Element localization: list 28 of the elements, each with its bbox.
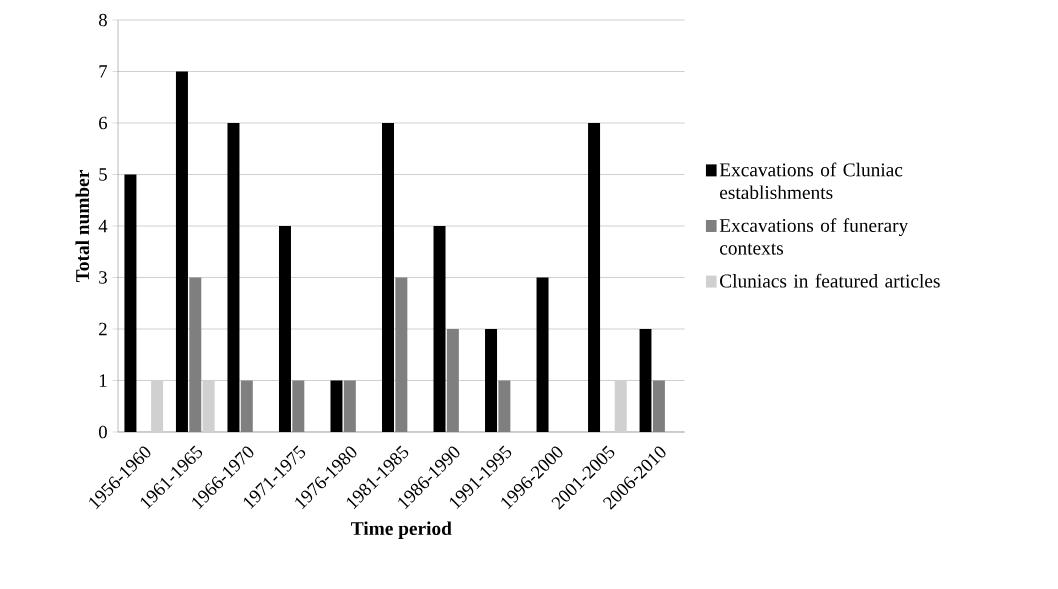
- bar: [382, 123, 394, 432]
- y-tick-label: 2: [99, 322, 107, 336]
- bar: [485, 328, 498, 432]
- y-tick-label: 0: [98, 425, 107, 439]
- legend-label: Cluniacs in featured articles: [720, 273, 940, 288]
- bar: [588, 123, 601, 432]
- y-tick-label: 1: [99, 374, 107, 387]
- legend-label: Excavations of funerary contexts: [719, 218, 909, 255]
- y-tick-label: 4: [98, 219, 108, 233]
- bar: [175, 71, 188, 432]
- bar: [639, 328, 652, 432]
- y-tick-label: 5: [99, 168, 107, 181]
- bar: [227, 123, 240, 432]
- bar: [202, 380, 215, 432]
- bar: [278, 225, 291, 432]
- y-tick-label: 7: [99, 65, 108, 78]
- y-axis-title: Total number: [75, 170, 90, 283]
- y-tick-label: 6: [99, 116, 108, 130]
- bar: [433, 225, 446, 432]
- bar: [124, 174, 137, 432]
- bar: [151, 380, 164, 432]
- bar: [614, 380, 627, 432]
- bar: [536, 277, 549, 432]
- legend-label: Excavations of Cluniac establishments: [719, 162, 903, 200]
- y-tick-label: 3: [99, 271, 107, 284]
- x-axis-title: Time period: [351, 521, 452, 539]
- bar: [330, 380, 343, 432]
- y-tick-label: 8: [98, 13, 107, 27]
